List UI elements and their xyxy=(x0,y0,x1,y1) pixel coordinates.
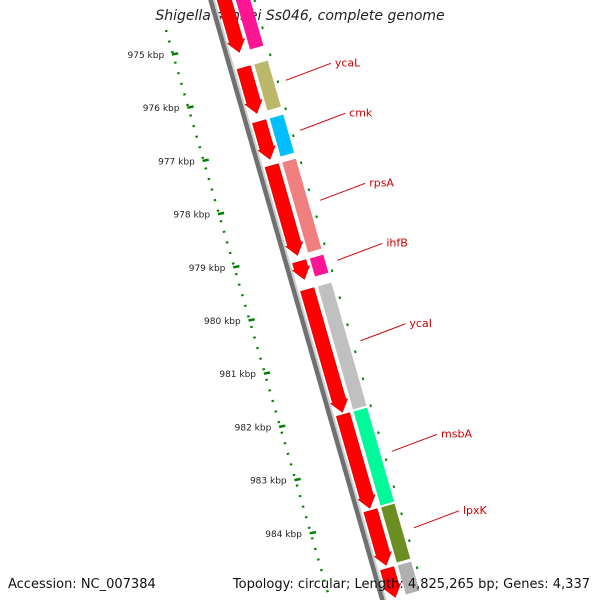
gene-label: ycaL xyxy=(335,56,361,69)
track-tick xyxy=(408,539,411,543)
track-tick xyxy=(353,350,357,354)
gene-label-leader xyxy=(391,433,438,452)
track-tick xyxy=(315,215,318,219)
scale-major-tick xyxy=(248,318,255,322)
scale-major-tick xyxy=(294,477,301,482)
cds-arrow xyxy=(335,412,376,509)
scale-major-tick xyxy=(278,424,286,429)
cds-arrow xyxy=(380,566,402,598)
cds-arrow xyxy=(363,508,393,566)
gene-bar xyxy=(353,407,394,506)
gene-label-leader xyxy=(285,62,332,81)
cds-arrow-track xyxy=(216,0,402,598)
gene-bar xyxy=(254,60,281,111)
scale-label: 977 kbp xyxy=(158,157,195,167)
track-tick xyxy=(322,242,326,246)
scale-ruler: 975 kbp 976 kbp 977 kbp 978 kbp 979 kbp 980 k… xyxy=(128,0,419,600)
track-tick xyxy=(384,458,388,462)
track-tick xyxy=(307,188,311,192)
scale-label: 980 kbp xyxy=(204,317,241,327)
scale-major-tick xyxy=(187,105,194,109)
gene-label-leader xyxy=(337,242,383,261)
track-tick xyxy=(253,0,257,3)
track-tick xyxy=(361,377,365,381)
cds-arrow xyxy=(252,119,276,160)
gene-feature-track xyxy=(235,0,420,595)
gene-label: rpsA xyxy=(369,176,394,189)
gene-label-leader xyxy=(413,510,460,529)
scale-label: 979 kbp xyxy=(189,264,226,274)
track-tick xyxy=(292,134,295,138)
gene-label-leader xyxy=(360,323,406,342)
track-tick xyxy=(268,53,272,57)
track-tick xyxy=(284,107,287,111)
scale-major-tick xyxy=(309,530,317,535)
scale-label: 982 kbp xyxy=(235,423,272,433)
backbone-line xyxy=(208,0,386,600)
genome-summary-text: Topology: circular; Length: 4,825,265 bp… xyxy=(232,577,590,592)
gene-label: ycaI xyxy=(409,317,432,330)
scale-major-tick xyxy=(171,52,179,56)
track-tick xyxy=(276,80,280,84)
track-tick xyxy=(377,431,380,435)
gene-bar xyxy=(317,282,367,410)
cds-arrow xyxy=(236,65,263,114)
accession-text: Accession: NC_007384 xyxy=(8,577,156,592)
scale-label: 983 kbp xyxy=(250,477,287,487)
gene-bar xyxy=(397,561,420,595)
scale-major-tick xyxy=(263,371,271,375)
genome-backbone xyxy=(208,0,387,600)
scale-major-tick xyxy=(202,158,210,163)
gene-bar xyxy=(282,158,322,253)
track-tick xyxy=(392,485,396,489)
track-tick xyxy=(261,26,264,30)
gene-label: cmk xyxy=(349,106,373,119)
track-tick xyxy=(299,161,303,165)
cds-arrow xyxy=(291,259,311,280)
track-tick xyxy=(400,512,403,516)
scale-major-tick xyxy=(217,211,225,216)
gene-label-layer: ycaL cmk rpsA ihfB ycaI msbA lpxK xyxy=(285,56,488,529)
cds-arrow xyxy=(264,163,304,256)
gene-bar xyxy=(381,503,411,563)
track-tick xyxy=(330,269,334,273)
cds-arrow xyxy=(216,0,246,53)
gene-label: msbA xyxy=(441,427,472,440)
scale-label: 978 kbp xyxy=(173,211,210,221)
scale-label: 975 kbp xyxy=(128,51,165,61)
gene-label-leader xyxy=(299,112,346,131)
track-tick xyxy=(338,296,342,300)
scale-major-tick xyxy=(232,264,240,269)
track-tick xyxy=(346,323,349,327)
gene-label: ihfB xyxy=(386,236,407,249)
cds-arrow xyxy=(300,287,349,413)
gene-bar xyxy=(309,254,329,277)
track-tick xyxy=(415,566,419,570)
scale-label: 981 kbp xyxy=(219,370,256,380)
gene-label-leader xyxy=(320,182,366,201)
gene-bar xyxy=(235,0,264,50)
scale-label: 976 kbp xyxy=(143,104,180,114)
scale-label: 984 kbp xyxy=(265,530,302,540)
track-tick xyxy=(369,404,372,408)
gene-label: lpxK xyxy=(463,504,488,517)
gene-bar xyxy=(269,114,295,157)
backbone-highlight xyxy=(212,0,387,600)
